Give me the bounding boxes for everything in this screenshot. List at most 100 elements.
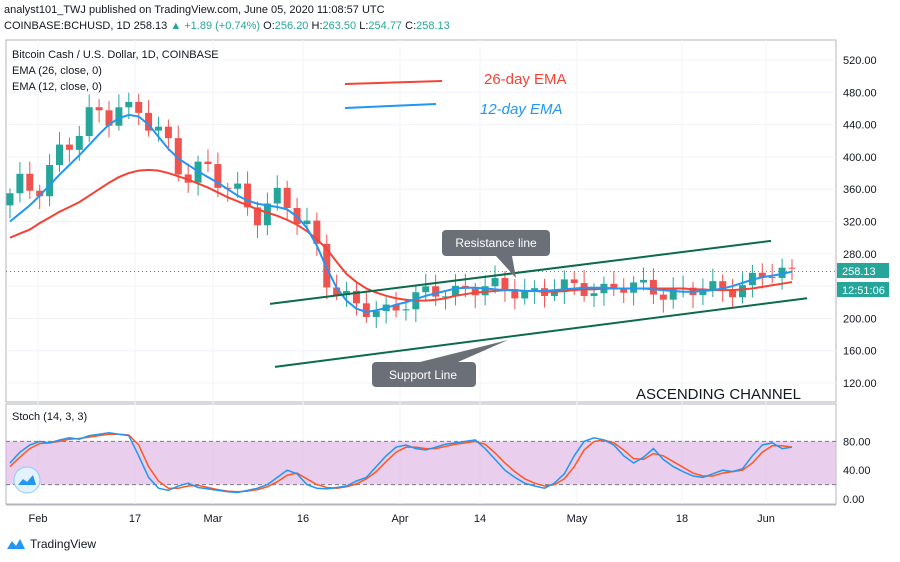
candle-body (570, 279, 578, 284)
candle-body (273, 187, 281, 204)
stoch-k-line (9, 432, 793, 494)
candle-body (204, 161, 212, 165)
candle-body (65, 144, 73, 150)
price-change: ▲ +1.89 (+0.74%) (170, 20, 261, 32)
price-tick-label: 440.00 (843, 120, 877, 132)
legend-ema26-swatch (344, 80, 443, 85)
candle-body (432, 286, 440, 297)
open-label: O: (263, 20, 275, 32)
candle-body (511, 289, 519, 299)
candle-body (352, 290, 360, 304)
last-price-badge (837, 263, 889, 278)
candle-body (105, 110, 113, 126)
candle-body (669, 289, 677, 300)
legend-ema12-swatch (344, 103, 437, 109)
resistance-line (269, 239, 772, 305)
resistance-label: Resistance line (455, 236, 537, 250)
price-axis[interactable]: 520.00 480.00 440.00 400.00 360.00 320.00 280.… (843, 55, 877, 506)
candle-body (491, 278, 499, 287)
candle-body (174, 138, 182, 175)
candle-body (620, 289, 628, 293)
candle-body (303, 220, 311, 225)
candle-body (253, 207, 261, 226)
candle-body (145, 112, 153, 131)
grid (6, 40, 836, 504)
low-value: 254.77 (368, 20, 403, 32)
candle-body (26, 173, 34, 191)
channel-lines (269, 239, 808, 368)
tradingview-watermark-icon (13, 466, 41, 494)
candle-body (788, 267, 796, 269)
candle-body (164, 126, 172, 139)
candle-body (343, 290, 351, 296)
countdown-badge-text: 12:51:06 (842, 285, 885, 297)
stoch-tick-label: 40.00 (843, 465, 871, 477)
price-tick-label: 280.00 (843, 249, 877, 261)
candle-body (699, 289, 707, 296)
candle-body (263, 203, 271, 226)
candle-body (85, 107, 93, 137)
ema26-indicator-label: EMA (26, close, 0) (12, 65, 102, 77)
candle-body (709, 281, 717, 290)
candle-body (362, 303, 370, 317)
candle-body (46, 165, 54, 197)
candle-body (55, 144, 63, 166)
resistance-callout: Resistance line (442, 230, 550, 278)
footer-brand[interactable]: TradingView (6, 537, 96, 551)
price-tick-label: 400.00 (843, 152, 877, 164)
candle-body (719, 281, 727, 290)
candle-body (244, 183, 252, 208)
price-tick-label: 320.00 (843, 217, 877, 229)
candle-body (323, 243, 331, 288)
candle-body (333, 287, 341, 296)
candle-body (729, 289, 737, 298)
price-tick-label: 120.00 (843, 378, 877, 390)
candle-body (778, 267, 786, 278)
candle-body (422, 286, 430, 293)
candle-body (610, 283, 618, 290)
time-tick-label: Jun (757, 513, 775, 525)
candle-body (135, 101, 143, 113)
open-value: 256.20 (274, 20, 309, 32)
stoch-tick-label: 0.00 (843, 494, 864, 506)
stoch-tick-label: 80.00 (843, 436, 871, 448)
candle-body (550, 292, 558, 296)
high-label: H: (311, 20, 323, 32)
time-axis[interactable]: Feb 17 Mar 16 Apr 14 May 18 Jun (29, 513, 775, 525)
time-tick-label: Mar (204, 513, 223, 525)
time-tick-label: 16 (297, 513, 309, 525)
candle-body (451, 285, 459, 297)
support-line (274, 297, 808, 368)
candle-body (768, 276, 776, 278)
candle-body (283, 187, 291, 208)
candle-body (392, 304, 400, 311)
ema26-line (9, 168, 793, 302)
legend-ema12-label: 12-day EMA (480, 101, 563, 118)
legend-ema26-label: 26-day EMA (484, 71, 567, 88)
symbol-ohlc-line: COINBASE:BCHUSD, 1D 258.13 ▲ +1.89 (+0.7… (4, 20, 450, 32)
ema12-line (9, 113, 793, 313)
candle-body (560, 279, 568, 293)
candle-body (6, 193, 14, 206)
support-label: Support Line (389, 368, 457, 382)
candle-body (313, 220, 321, 244)
candle-body (649, 279, 657, 295)
time-tick-label: 17 (129, 513, 141, 525)
time-tick-label: 14 (474, 513, 486, 525)
pane-title: Bitcoin Cash / U.S. Dollar, 1D, COINBASE (12, 49, 219, 61)
close-label: C: (405, 20, 417, 32)
candle-body (16, 173, 24, 194)
candle-body (125, 101, 133, 108)
price-tick-label: 360.00 (843, 184, 877, 196)
high-value: 263.50 (322, 20, 357, 32)
stoch-d-line (9, 433, 793, 493)
time-tick-label: May (567, 513, 588, 525)
channel-label: ASCENDING CHANNEL (636, 386, 801, 403)
publish-info: analyst101_TWJ published on TradingView.… (4, 4, 385, 16)
candle-body (521, 291, 529, 299)
candle-body (402, 309, 410, 311)
support-callout: Support Line (372, 340, 508, 387)
candle-body (501, 278, 509, 290)
candle-body (214, 164, 222, 188)
